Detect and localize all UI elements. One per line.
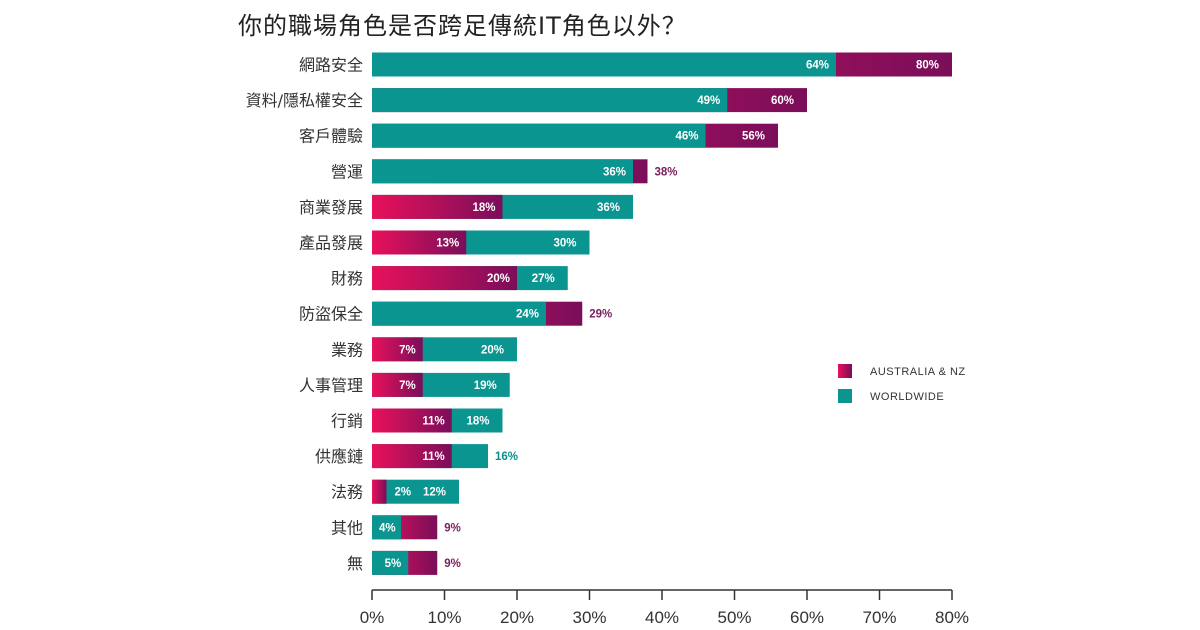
bar-australia-nz [372, 230, 467, 255]
category-label: 商業發展 [299, 198, 363, 217]
value-label-australia-nz: 38% [655, 166, 678, 178]
bar-australia-nz [372, 479, 387, 504]
category-label: 無 [347, 554, 363, 573]
value-label-australia-nz: 18% [472, 202, 495, 214]
legend-label-worldwide: WORLDWIDE [870, 391, 944, 403]
x-tick-label: 30% [572, 608, 606, 627]
value-label-extra: 2% [395, 487, 412, 499]
bar-australia-nz [372, 372, 423, 397]
value-label-australia-nz: 7% [399, 380, 416, 392]
x-tick-label: 40% [645, 608, 679, 627]
category-label: 營運 [331, 162, 363, 181]
category-label: 其他 [331, 518, 363, 537]
category-label: 網路安全 [299, 56, 363, 75]
category-label: 法務 [331, 483, 363, 502]
legend-swatch-australia-nz [838, 364, 852, 378]
value-label-worldwide: 20% [481, 344, 504, 356]
bar-worldwide [372, 88, 728, 113]
bar-worldwide [372, 515, 401, 540]
bar-australia-nz [372, 337, 423, 362]
value-label-worldwide: 64% [806, 60, 829, 72]
x-tick-label: 20% [500, 608, 534, 627]
value-label-worldwide: 18% [466, 416, 489, 428]
value-label-worldwide: 16% [495, 451, 518, 463]
x-tick-label: 10% [427, 608, 461, 627]
bar-australia-nz [372, 266, 517, 291]
value-label-worldwide: 36% [597, 202, 620, 214]
value-label-worldwide: 24% [516, 309, 539, 321]
value-label-australia-nz: 20% [487, 273, 510, 285]
category-label: 財務 [331, 269, 363, 288]
bar-worldwide [372, 550, 409, 575]
bar-worldwide [372, 301, 546, 326]
value-label-australia-nz: 29% [589, 309, 612, 321]
category-label: 業務 [331, 340, 363, 359]
value-label-australia-nz: 9% [444, 522, 461, 534]
value-label-australia-nz: 13% [436, 238, 459, 250]
chart-title: 你的職場角色是否跨足傳統IT角色以外？ [238, 12, 687, 40]
value-label-worldwide: 36% [603, 166, 626, 178]
x-tick-label: 70% [862, 608, 896, 627]
value-label-worldwide: 30% [553, 238, 576, 250]
value-label-worldwide: 46% [675, 131, 698, 143]
value-label-worldwide: 19% [474, 380, 497, 392]
value-label-australia-nz: 60% [771, 95, 794, 107]
value-label-worldwide: 5% [385, 558, 402, 570]
value-label-worldwide: 27% [532, 273, 555, 285]
category-label: 產品發展 [299, 234, 363, 253]
value-label-worldwide: 49% [697, 95, 720, 107]
category-label: 行銷 [331, 412, 363, 431]
value-label-australia-nz: 11% [422, 416, 444, 428]
x-tick-label: 60% [790, 608, 824, 627]
category-label: 資料/隱私權安全 [246, 91, 363, 110]
value-label-worldwide: 4% [379, 522, 396, 534]
x-tick-label: 80% [935, 608, 969, 627]
category-label: 人事管理 [299, 376, 363, 395]
value-label-australia-nz: 80% [916, 60, 939, 72]
bar-worldwide [372, 123, 706, 148]
category-label: 客戶體驗 [299, 127, 363, 146]
legend-swatch-worldwide [838, 389, 852, 403]
bar-worldwide [372, 52, 836, 77]
x-tick-label: 0% [360, 608, 385, 627]
bar-worldwide [372, 159, 633, 184]
bar-australia-nz [372, 408, 452, 433]
bar-australia-nz [372, 194, 503, 219]
value-label-australia-nz: 56% [742, 131, 765, 143]
value-label-australia-nz: 9% [444, 558, 461, 570]
category-label: 防盜保全 [299, 305, 363, 324]
category-label: 供應鏈 [315, 447, 363, 466]
value-label-worldwide: 12% [423, 487, 446, 499]
value-label-australia-nz: 7% [399, 344, 416, 356]
legend-label-australia-nz: AUSTRALIA & NZ [870, 366, 966, 378]
bar-australia-nz [372, 444, 452, 469]
value-label-australia-nz: 11% [422, 451, 444, 463]
x-tick-label: 50% [717, 608, 751, 627]
